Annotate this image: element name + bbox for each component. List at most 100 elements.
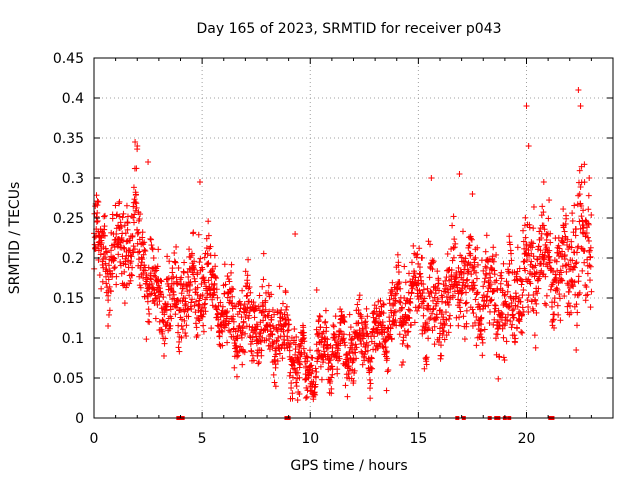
data-point xyxy=(269,306,276,313)
data-point xyxy=(215,302,222,309)
data-point xyxy=(239,361,246,368)
data-point xyxy=(438,352,445,359)
data-point xyxy=(446,312,453,319)
data-point xyxy=(283,303,290,310)
data-point xyxy=(207,243,214,250)
data-point xyxy=(267,328,274,335)
data-point xyxy=(463,299,470,306)
data-point xyxy=(337,306,344,313)
data-point xyxy=(285,317,292,324)
data-point xyxy=(136,215,143,222)
data-point xyxy=(123,202,130,209)
data-point xyxy=(179,285,186,292)
data-point xyxy=(284,337,291,344)
data-point xyxy=(219,328,226,335)
data-point xyxy=(416,271,423,278)
data-point xyxy=(205,260,212,267)
data-point xyxy=(585,206,592,213)
y-tick-label: 0.25 xyxy=(53,211,84,227)
data-point xyxy=(308,370,315,377)
data-point xyxy=(587,277,594,284)
data-point xyxy=(272,361,279,368)
data-point xyxy=(356,292,363,299)
data-point xyxy=(233,373,240,380)
data-point xyxy=(288,380,295,387)
data-point xyxy=(329,371,336,378)
data-point xyxy=(115,251,122,258)
data-point xyxy=(313,287,320,293)
data-point xyxy=(581,259,588,266)
x-tick-label: 15 xyxy=(409,431,427,447)
data-point xyxy=(449,222,456,229)
data-point xyxy=(291,326,298,333)
data-point xyxy=(208,325,215,332)
data-point xyxy=(497,280,504,287)
data-point xyxy=(587,263,594,270)
data-point xyxy=(246,312,253,319)
data-point xyxy=(123,238,130,245)
data-point xyxy=(301,349,308,356)
data-point xyxy=(432,290,439,297)
data-point xyxy=(500,260,507,267)
data-point xyxy=(464,276,471,283)
data-point xyxy=(561,228,568,235)
y-tick-label: 0.45 xyxy=(53,51,84,67)
data-point xyxy=(99,261,106,268)
data-point xyxy=(575,87,582,93)
data-point xyxy=(111,265,118,272)
data-point xyxy=(133,165,140,172)
data-point xyxy=(227,328,234,335)
data-point xyxy=(587,244,594,251)
data-point xyxy=(117,258,124,265)
data-point xyxy=(131,219,138,226)
data-point xyxy=(304,358,311,365)
data-point xyxy=(255,359,262,366)
data-point xyxy=(406,307,413,314)
data-point xyxy=(276,283,283,290)
data-point xyxy=(302,395,309,401)
data-point xyxy=(420,286,427,293)
data-point xyxy=(217,299,224,306)
data-point xyxy=(555,311,562,318)
data-point xyxy=(200,274,207,281)
data-point xyxy=(230,286,237,293)
data-point xyxy=(567,302,574,309)
data-point xyxy=(492,302,499,309)
data-point xyxy=(131,196,138,203)
data-point xyxy=(281,311,288,318)
data-point xyxy=(102,273,109,280)
data-point xyxy=(130,243,137,250)
data-point xyxy=(228,269,235,276)
data-point xyxy=(256,333,263,340)
data-point xyxy=(543,302,550,309)
data-point xyxy=(116,213,123,220)
data-point xyxy=(164,253,171,260)
data-point xyxy=(271,311,278,318)
data-point xyxy=(121,300,128,307)
x-tick-label: 5 xyxy=(198,431,207,447)
data-point xyxy=(94,198,101,205)
data-point xyxy=(194,284,201,291)
data-point xyxy=(405,306,412,313)
data-point xyxy=(147,270,154,277)
data-point xyxy=(152,292,159,299)
data-point xyxy=(245,256,252,263)
data-point xyxy=(427,241,434,248)
data-point xyxy=(236,322,243,329)
data-point xyxy=(224,313,231,320)
data-point xyxy=(201,301,208,308)
data-point xyxy=(205,218,212,225)
data-point xyxy=(183,322,190,329)
data-point xyxy=(293,333,300,340)
data-point xyxy=(248,348,255,355)
data-point xyxy=(101,223,108,230)
data-point xyxy=(239,287,246,294)
data-point xyxy=(161,340,168,347)
data-point xyxy=(256,292,263,299)
data-point xyxy=(300,324,307,331)
data-point xyxy=(180,269,187,276)
data-point xyxy=(394,251,401,258)
data-point xyxy=(172,259,179,266)
data-point xyxy=(581,179,588,186)
data-point xyxy=(148,276,155,283)
